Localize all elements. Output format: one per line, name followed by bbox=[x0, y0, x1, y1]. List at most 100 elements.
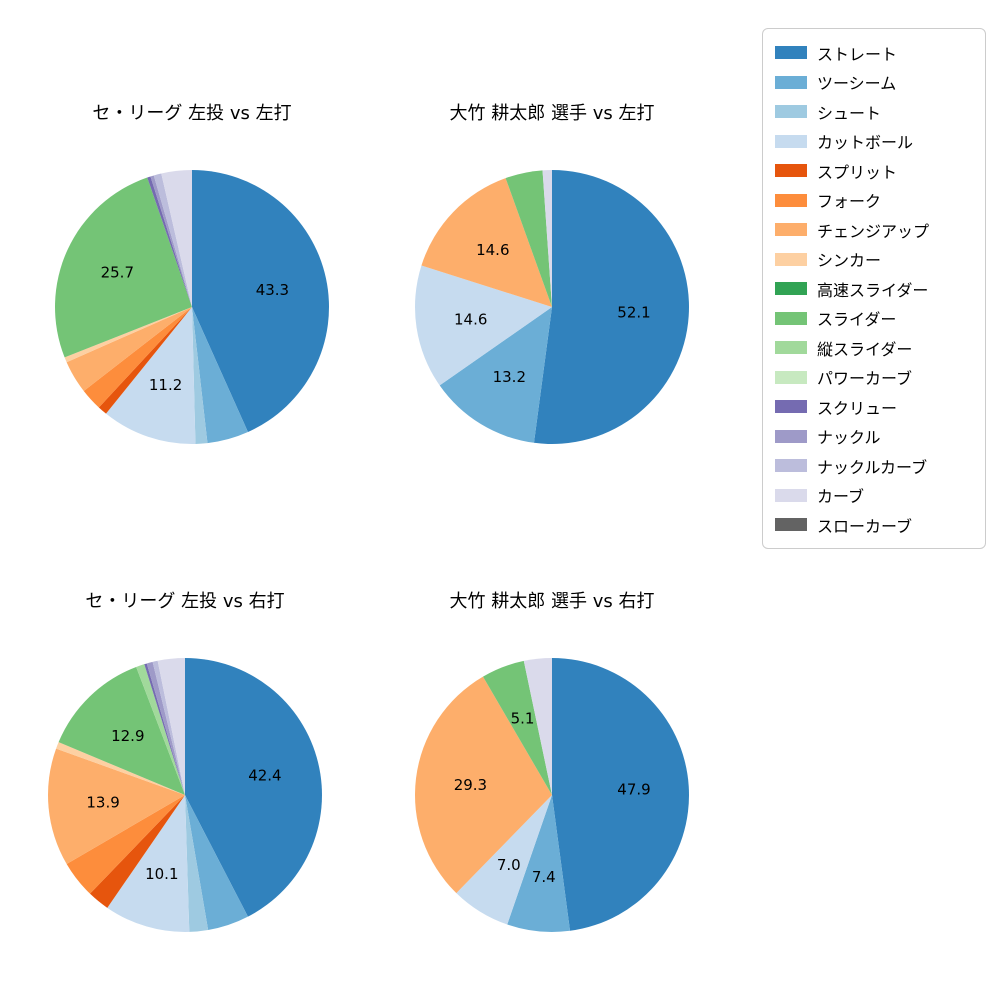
legend-swatch bbox=[775, 400, 807, 413]
pie-slice-label: 14.6 bbox=[454, 310, 487, 328]
pie-slice bbox=[505, 170, 552, 307]
legend-swatch bbox=[775, 193, 807, 207]
pie-slice bbox=[147, 176, 192, 307]
legend-swatch bbox=[775, 488, 807, 502]
legend-swatch bbox=[775, 370, 807, 384]
legend-swatch bbox=[775, 134, 807, 148]
legend-label: スプリット bbox=[817, 162, 898, 182]
chart-title: セ・リーグ 左投 vs 右打 bbox=[85, 591, 285, 612]
legend-item: シュート bbox=[775, 97, 975, 126]
legend-item: スローカーブ bbox=[775, 510, 975, 539]
chart-title: 大竹 耕太郎 選手 vs 左打 bbox=[449, 103, 655, 124]
pie-slice-label: 47.9 bbox=[617, 781, 650, 799]
legend-label: 高速スライダー bbox=[817, 280, 929, 300]
pie-slice bbox=[161, 170, 192, 307]
pie-slice bbox=[98, 307, 192, 414]
pie-slice bbox=[144, 663, 185, 795]
legend-item: ツーシーム bbox=[775, 68, 975, 97]
legend-item: カットボール bbox=[775, 127, 975, 156]
pie-slice-label: 25.7 bbox=[101, 264, 134, 282]
legend-label: フォーク bbox=[817, 192, 882, 211]
pie-slice bbox=[523, 658, 552, 795]
legend-label: スローカーブ bbox=[817, 516, 913, 536]
legend-label: パワーカーブ bbox=[817, 369, 913, 388]
pie-slice-label: 52.1 bbox=[617, 303, 650, 321]
pie-slice-label: 29.3 bbox=[454, 776, 487, 794]
pie-slice bbox=[552, 658, 690, 931]
pie-slice-label: 7.0 bbox=[497, 856, 521, 874]
legend-label: チェンジアップ bbox=[817, 221, 930, 241]
pie-slice-label: 14.6 bbox=[476, 241, 509, 259]
pie-slice bbox=[439, 307, 552, 443]
pie-slice-label: 12.9 bbox=[111, 727, 144, 745]
legend-item: ナックル bbox=[775, 422, 975, 451]
legend-label: ナックルカーブ bbox=[817, 457, 928, 477]
pie-slice bbox=[150, 175, 192, 307]
legend-label: ナックル bbox=[817, 428, 881, 447]
legend-item: 高速スライダー bbox=[775, 274, 975, 303]
pie-slice bbox=[66, 307, 192, 391]
pie-slice-label: 11.2 bbox=[149, 376, 182, 394]
legend-item: スプリット bbox=[775, 156, 975, 185]
legend: ストレートツーシームシュートカットボールスプリットフォークチェンジアップ シンカー… bbox=[762, 28, 986, 549]
pie-slice-label: 13.2 bbox=[493, 368, 526, 386]
pie-slice bbox=[56, 742, 185, 795]
pie-slice bbox=[64, 307, 192, 363]
pie-slice bbox=[185, 795, 209, 932]
legend-swatch bbox=[775, 75, 807, 89]
legend-item: ストレート bbox=[775, 38, 975, 67]
pie-slice bbox=[414, 676, 552, 894]
legend-swatch bbox=[775, 429, 807, 443]
pie-slice bbox=[507, 795, 571, 932]
legend-swatch bbox=[775, 282, 807, 295]
pie-otake-vs-lhb: 52.1 13.2 14.6 14.6 bbox=[414, 170, 689, 445]
legend-item: パワーカーブ bbox=[775, 363, 975, 392]
legend-swatch bbox=[775, 105, 807, 118]
pie-slice bbox=[421, 178, 552, 307]
pie-slice bbox=[542, 170, 552, 307]
legend-item: チェンジアップ bbox=[775, 215, 975, 244]
pie-slice bbox=[414, 265, 552, 386]
pie-slice bbox=[83, 307, 192, 408]
legend-item: カーブ bbox=[775, 481, 975, 510]
legend-swatch bbox=[775, 341, 807, 354]
legend-swatch bbox=[775, 223, 807, 236]
legend-swatch bbox=[775, 518, 807, 531]
pie-slice bbox=[157, 658, 185, 795]
pie-slice bbox=[66, 795, 185, 894]
legend-item: 縦スライダー bbox=[775, 333, 975, 362]
legend-label: シンカー bbox=[817, 251, 882, 270]
chart-otake-vs-rhb: 大竹 耕太郎 選手 vs 右打 47.9 7.4 7.0 29.3 5.1 bbox=[402, 590, 702, 945]
legend-item: スクリュー bbox=[775, 392, 975, 421]
legend-label: シュート bbox=[817, 103, 882, 123]
legend-item: フォーク bbox=[775, 186, 975, 215]
pie-slice bbox=[106, 307, 196, 445]
pie-league-lhp-vs-lhb: 43.3 11.2 25.7 bbox=[55, 170, 329, 445]
pie-slice bbox=[89, 795, 185, 908]
legend-swatch bbox=[775, 311, 807, 325]
pie-slice bbox=[136, 664, 185, 795]
pie-slice bbox=[55, 177, 192, 358]
pie-slice-label: 10.1 bbox=[145, 865, 178, 883]
pie-slice bbox=[192, 170, 329, 433]
pie-slice bbox=[483, 660, 552, 795]
pie-slice-label: 7.4 bbox=[532, 868, 556, 886]
legend-swatch bbox=[775, 252, 807, 266]
chart-league-lhp-vs-lhb: セ・リーグ 左投 vs 左打 43.3 11.2 25.7 bbox=[42, 102, 342, 457]
pie-slice bbox=[58, 667, 186, 795]
legend-label: スライダー bbox=[817, 310, 897, 329]
pie-slice bbox=[107, 795, 190, 932]
pie-slice bbox=[152, 660, 185, 795]
chart-title: セ・リーグ 左投 vs 左打 bbox=[92, 103, 292, 124]
pie-otake-vs-rhb: 47.9 7.4 7.0 29.3 5.1 bbox=[414, 658, 690, 932]
pie-slice bbox=[47, 748, 186, 864]
legend-label: ツーシーム bbox=[817, 74, 897, 93]
pie-slice bbox=[192, 307, 248, 444]
legend-label: スクリュー bbox=[817, 398, 898, 418]
legend-swatch bbox=[775, 164, 807, 177]
chart-title: 大竹 耕太郎 選手 vs 右打 bbox=[449, 591, 655, 612]
legend-label: ストレート bbox=[817, 44, 898, 64]
pie-slice-label: 43.3 bbox=[256, 281, 289, 299]
chart-league-lhp-vs-rhb: セ・リーグ 左投 vs 右打 42.4 10.1 13.9 12.9 bbox=[35, 590, 335, 945]
legend-swatch bbox=[775, 459, 807, 472]
